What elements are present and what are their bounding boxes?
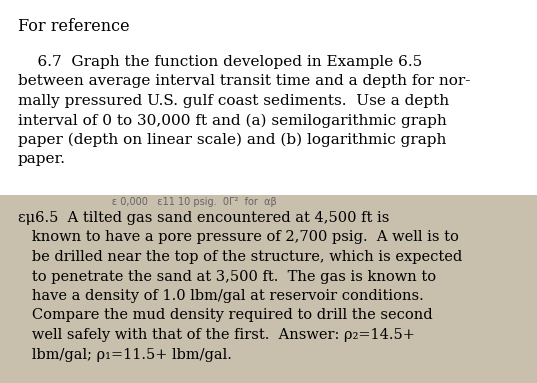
Text: have a density of 1.0 lbm/gal at reservoir conditions.: have a density of 1.0 lbm/gal at reservo… bbox=[18, 289, 424, 303]
Bar bbox=[0, 195, 537, 383]
Text: be drilled near the top of the structure, which is expected: be drilled near the top of the structure… bbox=[18, 250, 462, 264]
Text: mally pressured U.S. gulf coast sediments.  Use a depth: mally pressured U.S. gulf coast sediment… bbox=[18, 94, 449, 108]
Text: For reference: For reference bbox=[18, 18, 129, 35]
Text: paper (depth on linear scale) and (b) logarithmic graph: paper (depth on linear scale) and (b) lo… bbox=[18, 133, 446, 147]
Text: paper.: paper. bbox=[18, 152, 66, 167]
Text: interval of 0 to 30,000 ft and (a) semilogarithmic graph: interval of 0 to 30,000 ft and (a) semil… bbox=[18, 113, 447, 128]
Text: well safely with that of the first.  Answer: ρ₂=14.5+: well safely with that of the first. Answ… bbox=[18, 328, 415, 342]
Text: lbm/gal; ρ₁=11.5+ lbm/gal.: lbm/gal; ρ₁=11.5+ lbm/gal. bbox=[18, 347, 232, 362]
Text: εμ6.5  A tilted gas sand encountered at 4,500 ft is: εμ6.5 A tilted gas sand encountered at 4… bbox=[18, 211, 389, 225]
Text: Compare the mud density required to drill the second: Compare the mud density required to dril… bbox=[18, 308, 433, 322]
Text: 6.7  Graph the function developed in Example 6.5: 6.7 Graph the function developed in Exam… bbox=[18, 55, 422, 69]
Text: to penetrate the sand at 3,500 ft.  The gas is known to: to penetrate the sand at 3,500 ft. The g… bbox=[18, 270, 436, 283]
Text: known to have a pore pressure of 2,700 psig.  A well is to: known to have a pore pressure of 2,700 p… bbox=[18, 231, 459, 244]
Text: ε 0,000   ε11 10 psig.  0Γ²  for  αβ: ε 0,000 ε11 10 psig. 0Γ² for αβ bbox=[18, 197, 277, 207]
Text: between average interval transit time and a depth for nor-: between average interval transit time an… bbox=[18, 75, 470, 88]
